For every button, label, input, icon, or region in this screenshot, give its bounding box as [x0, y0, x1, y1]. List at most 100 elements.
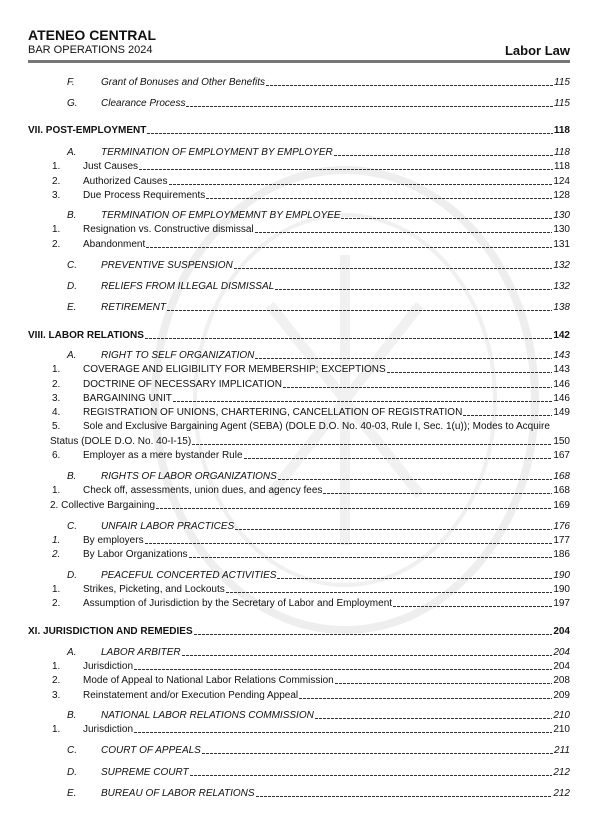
dot-leader [181, 655, 553, 656]
toc-entry[interactable]: 2. By Labor Organizations 186 [28, 548, 570, 561]
toc-page-number: 146 [553, 379, 570, 390]
toc-label: XI. JURISDICTION AND REMEDIES [28, 626, 193, 637]
toc-marker: D. [67, 767, 77, 778]
toc-marker: A. [67, 647, 77, 658]
toc-entry[interactable]: 4. REGISTRATION OF UNIONS, CHARTERING, CA… [28, 406, 570, 419]
toc-page-number: 115 [554, 98, 570, 109]
toc-marker: C. [67, 260, 77, 271]
toc-marker: E. [67, 302, 77, 313]
toc-entry[interactable]: C. COURT OF APPEALS 211 [28, 744, 570, 757]
header-org: ATENEO CENTRAL [28, 27, 157, 43]
toc-label: VIII. LABOR RELATIONS [28, 330, 144, 341]
toc-label: VII. POST-EMPLOYMENT [28, 125, 147, 136]
toc-page-number: 177 [553, 535, 570, 546]
toc-entry[interactable]: 1. By employers 177 [28, 534, 570, 547]
toc-entry[interactable]: B. NATIONAL LABOR RELATIONS COMMISSION 210 [28, 709, 570, 722]
toc-entry[interactable]: 2. Authorized Causes 124 [28, 175, 570, 188]
dot-leader [156, 508, 553, 509]
toc-entry[interactable]: 2. Assumption of Jurisdiction by the Secr… [28, 597, 570, 610]
toc-entry[interactable]: 1. Check off, assessments, union dues, an… [28, 484, 570, 497]
toc-page-number: 209 [553, 690, 570, 701]
toc-entry[interactable]: G. Clearance Process 115 [28, 97, 570, 110]
toc-entry[interactable]: 1. Strikes, Picketing, and Lockouts 190 [28, 583, 570, 596]
toc-page-number: 132 [553, 281, 570, 292]
toc-page-number: 130 [553, 224, 570, 235]
toc-entry[interactable]: 2. Collective Bargaining 169 [28, 499, 570, 512]
toc-entry[interactable]: 1. Jurisdiction 204 [28, 660, 570, 673]
toc-page-number: 118 [554, 161, 570, 172]
toc-label: Sole and Exclusive Bargaining Agent (SEB… [83, 421, 550, 432]
toc-entry[interactable]: D. PEACEFUL CONCERTED ACTIVITIES 190 [28, 569, 570, 582]
toc-entry[interactable]: 3. Reinstatement and/or Execution Pending… [28, 689, 570, 702]
dot-leader [233, 268, 553, 269]
toc-entry[interactable]: E. RETIREMENT 138 [28, 301, 570, 314]
toc-entry[interactable]: A. TERMINATION OF EMPLOYMENT BY EMPLOYER 1… [28, 146, 570, 159]
toc-page-number: 146 [553, 393, 570, 404]
dot-leader [167, 310, 553, 311]
toc-entry[interactable]: VII. POST-EMPLOYMENT 118 [28, 124, 570, 137]
toc-label: TERMINATION OF EMPLOYMENT BY EMPLOYER [101, 147, 333, 158]
toc-marker: 3. [52, 190, 61, 201]
toc-label: COURT OF APPEALS [101, 745, 201, 756]
toc-entry[interactable]: VIII. LABOR RELATIONS 142 [28, 329, 570, 342]
toc-page-number: 118 [553, 125, 570, 136]
toc-entry[interactable]: C. PREVENTIVE SUSPENSION 132 [28, 259, 570, 272]
dot-leader [314, 718, 553, 719]
toc-page-number: 150 [553, 436, 570, 447]
toc-entry[interactable]: 1. Resignation vs. Constructive dismissal… [28, 223, 570, 236]
dot-leader [134, 732, 553, 733]
toc-page-number: 212 [553, 788, 570, 799]
dot-leader [188, 557, 553, 558]
toc-page-number: 167 [553, 450, 570, 461]
toc-page-number: 204 [553, 626, 570, 637]
toc-label: RIGHT TO SELF ORGANIZATION [101, 350, 255, 361]
toc-label: SUPREME COURT [101, 767, 189, 778]
toc-entry[interactable]: B. TERMINATION OF EMPLOYMEMNT BY EMPLOYEE… [28, 209, 570, 222]
toc-label: Grant of Bonuses and Other Benefits [101, 77, 265, 88]
toc-entry[interactable]: 1. COVERAGE AND ELIGIBILITY FOR MEMBERSHI… [28, 363, 570, 376]
toc-page-number: 210 [553, 710, 570, 721]
toc-page-number: 142 [553, 330, 570, 341]
toc-entry[interactable]: B. RIGHTS OF LABOR ORGANIZATIONS 168 [28, 470, 570, 483]
toc-label: RIGHTS OF LABOR ORGANIZATIONS [101, 471, 277, 482]
dot-leader [275, 289, 553, 290]
toc-page-number: 204 [553, 661, 570, 672]
toc-page-number: 168 [553, 471, 570, 482]
toc-label: Status (DOLE D.O. No. 40-I-15) [50, 436, 192, 447]
toc-marker: F. [67, 77, 75, 88]
toc-entry[interactable]: Status (DOLE D.O. No. 40-I-15) 150 [28, 435, 570, 448]
toc-page-number: 197 [553, 598, 570, 609]
toc-entry[interactable]: C. UNFAIR LABOR PRACTICES 176 [28, 520, 570, 533]
toc-entry[interactable]: 3. Due Process Requirements 128 [28, 189, 570, 202]
toc-label: COVERAGE AND ELIGIBILITY FOR MEMBERSHIP;… [83, 364, 386, 375]
toc-entry[interactable]: A. LABOR ARBITER 204 [28, 646, 570, 659]
toc-entry[interactable]: A. RIGHT TO SELF ORGANIZATION 143 [28, 349, 570, 362]
toc-entry[interactable]: E. BUREAU OF LABOR RELATIONS 212 [28, 787, 570, 800]
toc-marker: 2. [52, 239, 61, 250]
toc-label: Reinstatement and/or Execution Pending A… [83, 690, 299, 701]
toc-label: DOCTRINE OF NECESSARY IMPLICATION [83, 379, 282, 390]
toc-entry[interactable]: 1. Just Causes 118 [28, 160, 570, 173]
toc-entry[interactable]: 6. Employer as a mere bystander Rule 167 [28, 449, 570, 462]
toc-entry[interactable]: F. Grant of Bonuses and Other Benefits 115 [28, 76, 570, 89]
toc-entry[interactable]: 2. Mode of Appeal to National Labor Relat… [28, 674, 570, 687]
toc-page-number: 132 [553, 260, 570, 271]
toc-label: Jurisdiction [83, 724, 134, 735]
toc-entry[interactable]: XI. JURISDICTION AND REMEDIES 204 [28, 625, 570, 638]
toc-marker: 4. [52, 407, 61, 418]
toc-entry[interactable]: 1. Jurisdiction 210 [28, 723, 570, 736]
toc-label: Abandonment [83, 239, 146, 250]
toc-page-number: 128 [553, 190, 570, 201]
toc-label: Strikes, Picketing, and Lockouts [83, 584, 225, 595]
toc-entry[interactable]: 5. Sole and Exclusive Bargaining Agent (S… [28, 420, 570, 433]
toc-page-number: 149 [553, 407, 570, 418]
toc-page-number: 190 [553, 584, 570, 595]
toc-entry[interactable]: D. SUPREME COURT 212 [28, 766, 570, 779]
toc-entry[interactable]: 3. BARGAINING UNIT 146 [28, 392, 570, 405]
toc-entry[interactable]: 2. Abandonment 131 [28, 238, 570, 251]
toc-label: RELIEFS FROM ILLEGAL DISMISSAL [101, 281, 275, 292]
toc-marker: 3. [52, 690, 61, 701]
dot-leader [463, 415, 553, 416]
toc-entry[interactable]: D. RELIEFS FROM ILLEGAL DISMISSAL 132 [28, 280, 570, 293]
toc-entry[interactable]: 2. DOCTRINE OF NECESSARY IMPLICATION 146 [28, 378, 570, 391]
